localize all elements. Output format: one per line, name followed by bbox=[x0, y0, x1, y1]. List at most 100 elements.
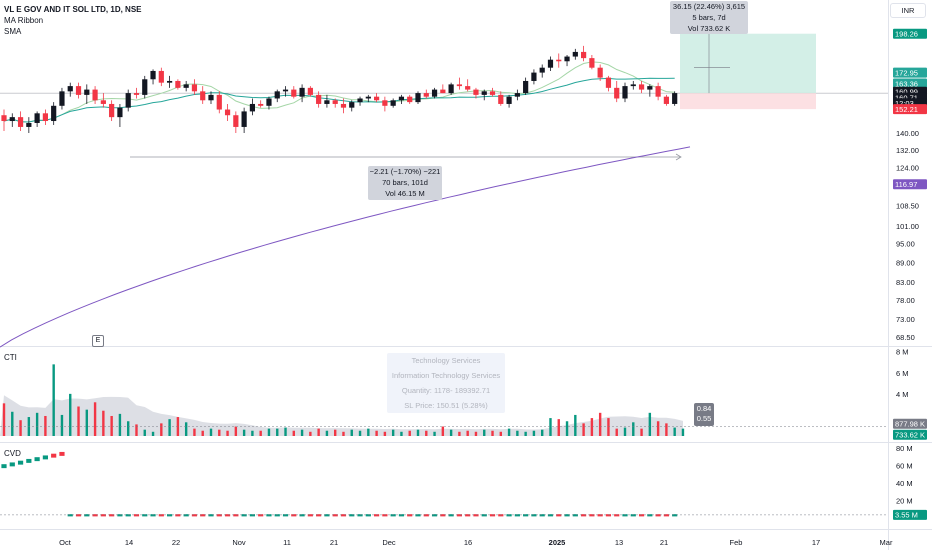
time-tick-label: Mar bbox=[880, 538, 893, 547]
cvd-candle bbox=[142, 514, 148, 517]
candle-body bbox=[316, 94, 322, 104]
cvd-candle bbox=[274, 514, 280, 517]
time-tick-label: 2025 bbox=[549, 538, 566, 547]
candle-body bbox=[67, 86, 73, 92]
cvd-candle bbox=[572, 514, 578, 517]
currency-badge[interactable]: INR bbox=[890, 3, 926, 18]
volume-bar bbox=[565, 421, 569, 436]
volume-bar bbox=[102, 410, 105, 436]
volume-bar bbox=[665, 423, 668, 436]
cvd-candle bbox=[523, 514, 529, 517]
candle-body bbox=[183, 84, 189, 88]
price-tag-label: 116.97 bbox=[895, 180, 917, 189]
price-tag bbox=[893, 78, 927, 89]
candle-body bbox=[307, 87, 313, 95]
cvd-candle bbox=[233, 514, 239, 517]
volume-bar bbox=[168, 419, 171, 436]
candle-body bbox=[390, 100, 396, 106]
candle-body bbox=[531, 72, 537, 81]
ma-ribbon-slow-line bbox=[3, 77, 675, 123]
volume-bar bbox=[640, 428, 643, 436]
volume-bar bbox=[52, 364, 55, 436]
cvd-candle bbox=[26, 458, 32, 463]
price-tag-label: 163.36 bbox=[895, 79, 918, 88]
volume-tag-label: 733.62 K bbox=[895, 430, 925, 439]
cvd-candle bbox=[581, 514, 587, 517]
cvd-candle bbox=[316, 514, 322, 517]
volume-bar bbox=[151, 431, 155, 436]
candle-body bbox=[647, 86, 653, 90]
cvd-candle bbox=[117, 514, 123, 517]
candle-body bbox=[249, 103, 255, 112]
cvd-candle bbox=[407, 514, 413, 517]
volume-bar bbox=[325, 430, 329, 436]
candle-body bbox=[407, 96, 413, 103]
candle-body bbox=[26, 122, 32, 127]
volume-bar bbox=[317, 428, 320, 436]
cvd-candle bbox=[514, 514, 520, 517]
volume-bar bbox=[259, 430, 262, 436]
cvd-candle bbox=[241, 514, 247, 517]
ratio-top: 0.84 bbox=[696, 404, 712, 413]
cvd-tick-label: 20 M bbox=[896, 497, 913, 506]
volume-bar bbox=[673, 427, 676, 436]
volume-bar bbox=[598, 412, 602, 436]
measure-info-box[interactable]: −2.21 (−1.70%) −221 70 bars, 101d Vol 46… bbox=[368, 166, 442, 200]
candle-body bbox=[191, 84, 198, 92]
volume-bar bbox=[342, 431, 345, 436]
candle-body bbox=[282, 89, 289, 92]
cvd-candle bbox=[655, 514, 661, 517]
cvd-candle bbox=[473, 514, 479, 517]
volume-bar bbox=[19, 420, 22, 436]
cvd-pane-label[interactable]: CVD bbox=[4, 449, 21, 458]
volume-bar bbox=[127, 421, 130, 436]
volume-bar bbox=[681, 428, 685, 436]
volume-bar bbox=[541, 429, 544, 436]
cvd-candle bbox=[630, 514, 636, 517]
cvd-candle bbox=[266, 514, 272, 517]
candle-body bbox=[572, 51, 578, 57]
cvd-candle bbox=[597, 514, 603, 517]
watermark-quantity: Quantity: 1178- 189392.71 bbox=[401, 386, 491, 395]
sma-legend[interactable]: SMA bbox=[4, 27, 22, 36]
volume-bar bbox=[549, 418, 552, 436]
cvd-candle bbox=[605, 514, 612, 517]
time-tick-label: 14 bbox=[125, 538, 133, 547]
symbol-title[interactable]: VL E GOV AND IT SOL LTD, 1D, NSE bbox=[4, 5, 142, 14]
candle-body bbox=[133, 93, 140, 95]
cvd-candle bbox=[258, 514, 264, 517]
volume-bar bbox=[2, 403, 6, 436]
candle-body bbox=[357, 98, 363, 103]
candle-body bbox=[51, 105, 57, 122]
volume-bar bbox=[135, 424, 138, 436]
position-info-box[interactable]: 36.15 (22.46%) 3,615 5 bars, 7d Vol 733.… bbox=[670, 1, 748, 34]
cvd-candle bbox=[506, 514, 512, 517]
price-tick-label: 108.50 bbox=[896, 202, 919, 211]
time-tick-label: 17 bbox=[812, 538, 820, 547]
chart-legend: VL E GOV AND IT SOL LTD, 1D, NSE MA Ribb… bbox=[4, 4, 142, 37]
earnings-marker[interactable]: E bbox=[92, 335, 104, 347]
ma-ribbon-legend[interactable]: MA Ribbon bbox=[4, 16, 44, 25]
price-tick-label: 140.00 bbox=[896, 129, 919, 138]
volume-bar bbox=[416, 429, 420, 436]
cvd-candle bbox=[216, 514, 222, 517]
cvd-candle bbox=[208, 514, 214, 517]
candle-body bbox=[233, 115, 239, 127]
cvd-candle bbox=[332, 514, 338, 517]
time-tick-label: 21 bbox=[330, 538, 338, 547]
cti-pane-label[interactable]: CTI bbox=[4, 353, 17, 362]
volume-tick-label: 8 M bbox=[896, 348, 909, 357]
watermark-sl-price: SL Price: 150.51 (5.28%) bbox=[404, 401, 488, 410]
candle-body bbox=[614, 87, 620, 99]
cvd-candle bbox=[133, 514, 140, 517]
volume-bar bbox=[524, 431, 527, 436]
cvd-candle bbox=[67, 514, 73, 517]
volume-bar bbox=[516, 430, 519, 436]
candle-body bbox=[167, 80, 173, 83]
cvd-candle bbox=[59, 451, 65, 456]
volume-tick-label: 6 M bbox=[896, 369, 909, 378]
candle-body bbox=[365, 96, 371, 99]
cvd-candle bbox=[1, 464, 7, 469]
volume-bar bbox=[648, 412, 652, 436]
